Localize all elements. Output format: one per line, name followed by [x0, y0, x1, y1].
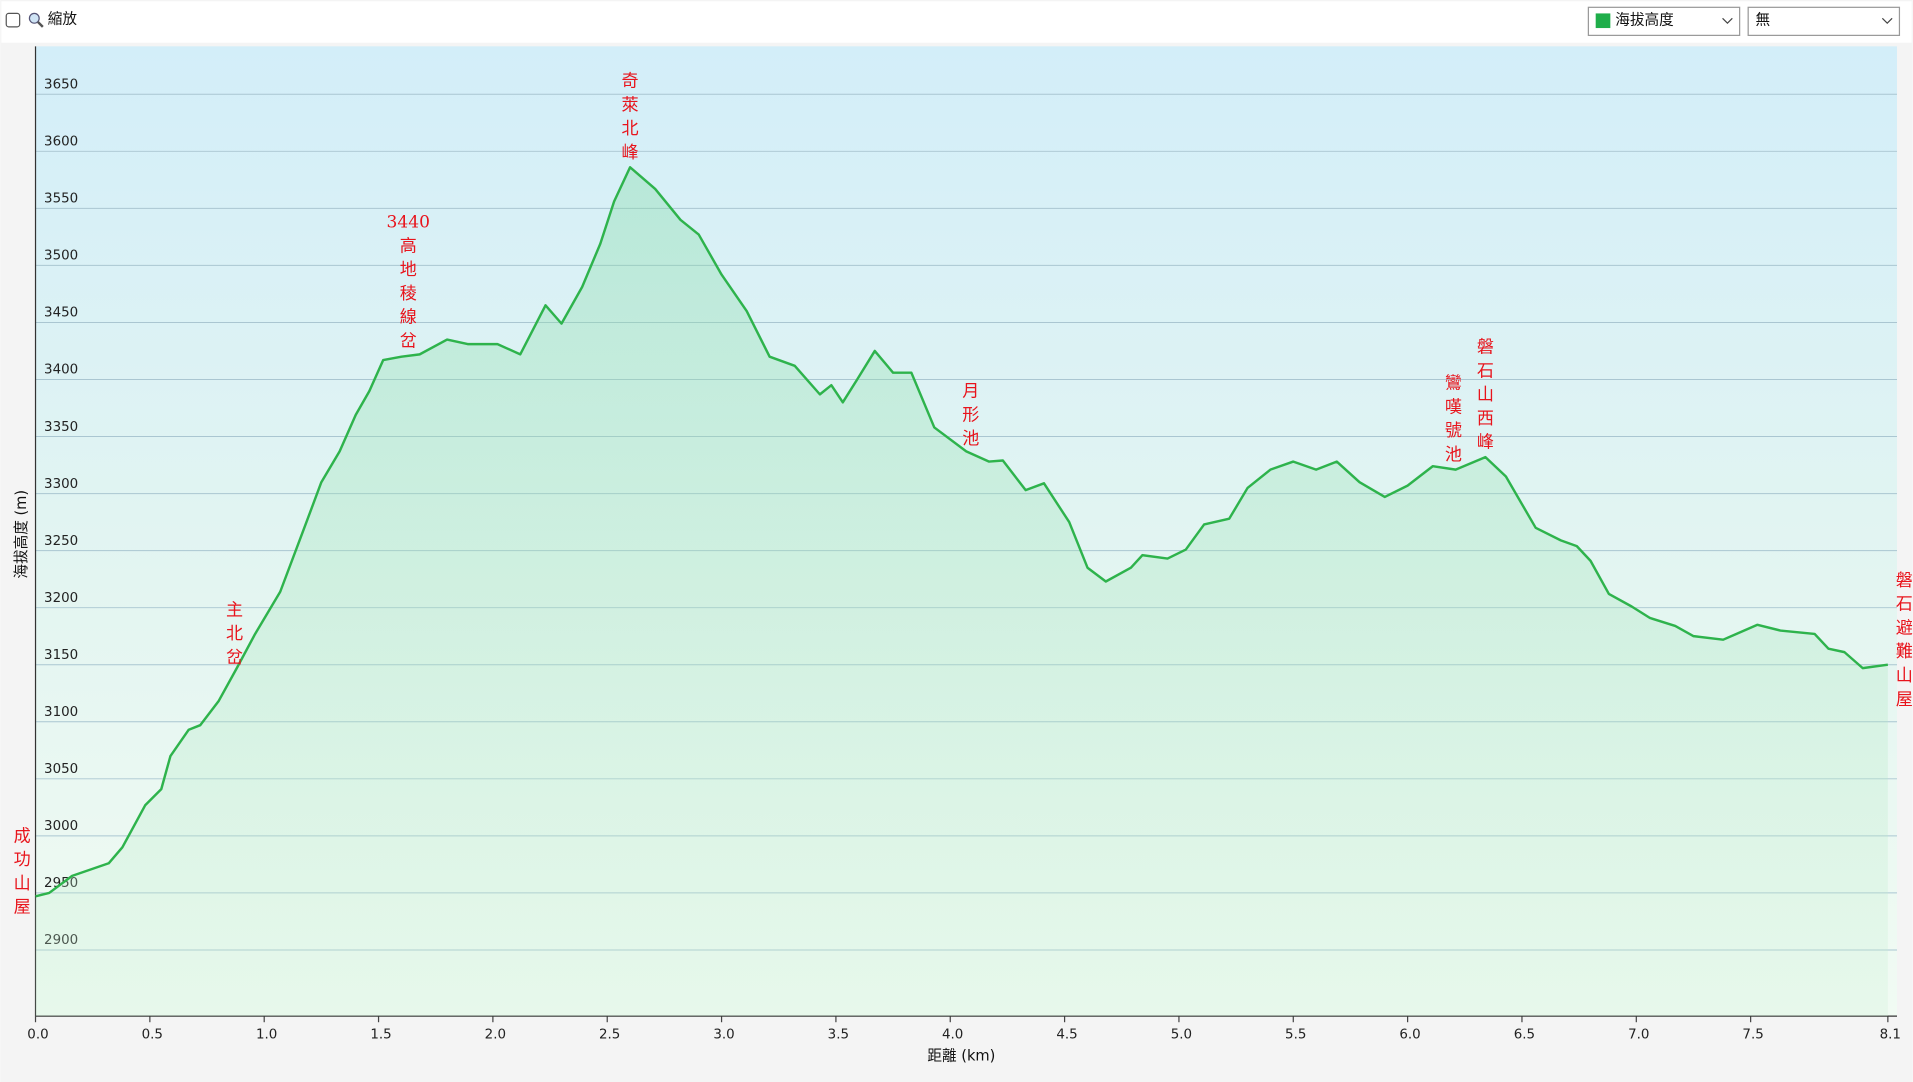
y-axis-label: 海拔高度 (m): [13, 490, 30, 579]
annotation: 鸞嘆號池: [1445, 373, 1462, 464]
annotation: 成功山屋: [14, 826, 31, 917]
series-select-label: 海拔高度: [1615, 12, 1674, 29]
x-tick-label: 4.0: [942, 1027, 963, 1042]
y-tick-label: 3000: [44, 819, 78, 834]
y-tick-label: 3450: [44, 306, 78, 321]
elevation-line: [35, 166, 1889, 898]
y-tick-label: 3300: [44, 477, 78, 492]
y-tick-label: 3200: [44, 591, 78, 606]
second-select[interactable]: [1747, 6, 1901, 36]
x-tick-label: 1.5: [370, 1027, 391, 1042]
series-select[interactable]: [1587, 6, 1741, 36]
annotation: 3440 高地稜線岔: [387, 212, 430, 351]
dropdown-arrow: [1722, 17, 1733, 25]
x-tick-label: 2.5: [599, 1027, 620, 1042]
zoom-checkbox[interactable]: [5, 12, 21, 28]
x-tick-label: 6.5: [1514, 1027, 1535, 1042]
x-tick-label: 7.0: [1628, 1027, 1649, 1042]
second-select-label: 無: [1755, 12, 1770, 29]
zoom-icon: [28, 12, 40, 24]
elevation-area: [35, 167, 1888, 1017]
y-tick-label: 3400: [44, 363, 78, 378]
dropdown-arrow: [1881, 17, 1893, 25]
y-tick-label: 3550: [44, 192, 78, 207]
annotation: 磐石避難山屋: [1896, 570, 1913, 709]
x-tick-label: 3.5: [828, 1027, 849, 1042]
y-tick-label: 3350: [44, 420, 78, 435]
x-tick-label: 0.5: [142, 1027, 163, 1042]
series-swatch: [1595, 13, 1611, 29]
x-tick-label: 1.0: [256, 1027, 277, 1042]
x-tick-label: 5.5: [1285, 1027, 1306, 1042]
zoom-icon-handle: [37, 21, 44, 28]
y-tick-label: 3600: [44, 135, 78, 150]
x-tick-label: 4.5: [1056, 1027, 1077, 1042]
x-tick-label: 2.0: [485, 1027, 506, 1042]
x-axis-label: 距離 (km): [927, 1046, 995, 1064]
x-tick-label: 8.1: [1880, 1027, 1901, 1042]
y-tick-label: 3150: [44, 648, 78, 663]
x-tick-label: 0.0: [27, 1027, 48, 1042]
annotation: 磐石山西峰: [1477, 337, 1494, 452]
y-tick-label: 3100: [44, 705, 78, 720]
annotation: 主北岔: [226, 600, 243, 668]
annotation: 奇萊北峰: [622, 71, 639, 162]
x-tick-label: 7.5: [1742, 1027, 1763, 1042]
y-tick-label: 3500: [44, 249, 78, 264]
y-tick-label: 3050: [44, 762, 78, 777]
x-tick-label: 5.0: [1171, 1027, 1192, 1042]
x-tick-label: 6.0: [1399, 1027, 1420, 1042]
zoom-label: 縮放: [48, 11, 78, 28]
annotation: 月形池: [962, 381, 979, 449]
y-tick-label: 3250: [44, 534, 78, 549]
x-tick-label: 3.0: [713, 1027, 734, 1042]
y-tick-label: 3650: [44, 78, 78, 93]
